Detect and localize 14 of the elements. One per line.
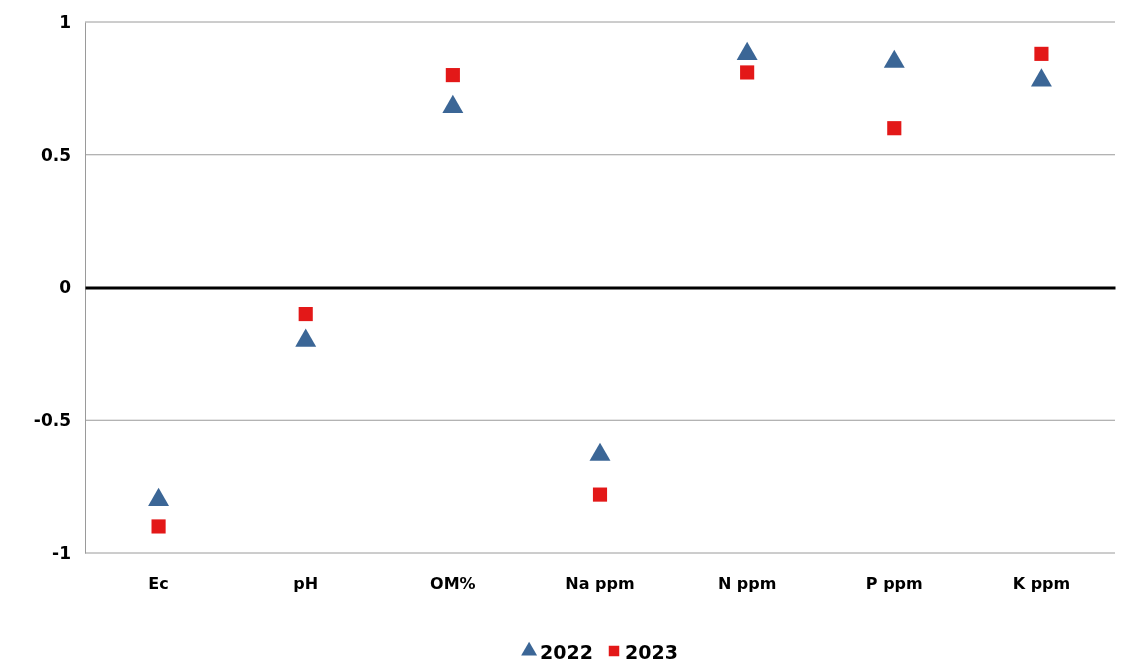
x-tick-label: P ppm — [865, 574, 923, 594]
y-tick-label: 0 — [59, 277, 72, 298]
x-tick-label: Na ppm — [565, 574, 635, 594]
x-tick-label: OM% — [430, 574, 476, 594]
y-tick-label: -0.5 — [33, 410, 71, 431]
y-tick-label: 0.5 — [40, 144, 71, 165]
legend-label: 2022 — [540, 641, 593, 663]
legend-label: 2023 — [625, 641, 678, 663]
x-tick-label: Ec — [148, 574, 169, 594]
x-tick-label: K ppm — [1012, 574, 1071, 594]
x-tick-label: N ppm — [717, 574, 777, 594]
y-tick-label: 1 — [59, 11, 71, 32]
y-tick-label: -1 — [52, 542, 71, 563]
x-tick-label: pH — [293, 574, 319, 594]
